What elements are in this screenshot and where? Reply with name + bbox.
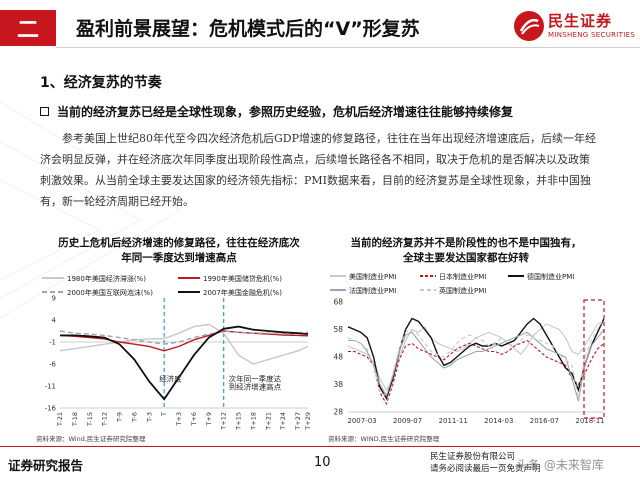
- paragraph-line: 参考美国上世纪80年代至今四次经济危机后GDP增速的修复路径，往往在当年出现经济…: [62, 132, 597, 145]
- y-tick-label: 68: [333, 298, 343, 307]
- background-pattern: [0, 101, 181, 319]
- key-point: 当前的经济复苏已经是全球性现象，参照历史经验，危机后经济增速往往能够持续修复: [40, 103, 513, 120]
- legend-label: 1980年美国经济滞涨(%): [67, 274, 146, 283]
- footer-divider: [0, 446, 640, 447]
- logo-text-cn: 民生证券: [548, 12, 613, 30]
- y-tick-label: -16: [45, 405, 57, 413]
- page-number: 10: [314, 455, 331, 470]
- series-line: [60, 325, 309, 401]
- right-chart-title-line2: 全球主要发达国家都在好转: [403, 252, 529, 264]
- series-line: [347, 320, 605, 392]
- y-tick-label: 58: [333, 325, 343, 334]
- series-line: [59, 330, 309, 352]
- y-tick-label: 48: [333, 353, 343, 362]
- right-chart-source: 资料来源：WIND,民生证券研究院整理: [328, 435, 440, 443]
- series-line: [348, 329, 605, 402]
- legend-label: 日本制造业PMI: [439, 272, 486, 281]
- right-chart: 美国制造业PMI 日本制造业PMI 德国制造业PMI 法国制造业PMI 英国制造业PMI…: [330, 272, 605, 425]
- page-title: 盈利前景展望：危机模式后的“V”形复苏: [76, 18, 420, 40]
- y-tick-label: 4: [52, 317, 57, 325]
- logo-mark-icon: [514, 11, 544, 41]
- y-tick-label: -11: [45, 383, 56, 391]
- logo-text-en: MINSHENG SECURITIES: [548, 31, 636, 39]
- series-line: [59, 323, 309, 365]
- legend-label: 2007年美国金融危机(%): [203, 288, 282, 297]
- chart-annotation: 经济底: [159, 374, 182, 384]
- left-chart-title-line1: 历史上危机后经济增速的修复路径，往往在经济底次: [58, 237, 300, 249]
- paragraph-line: 济会明显反弹，并在经济底次年同季度出现阶段性高点，后续增长路径各不相同，取决于危…: [40, 153, 590, 166]
- x-tick-label: T-18: [71, 412, 79, 427]
- series-line: [59, 330, 309, 345]
- x-tick-label: T+12: [220, 412, 228, 431]
- x-tick-label: T-6: [130, 412, 138, 423]
- left-chart: 1980年美国经济滞涨(%) 1990年美国储贷危机(%) 2000年美国互联网泡沫…: [42, 274, 312, 431]
- footer-company-name: 民生证券股份有限公司: [430, 452, 516, 462]
- legend-label: 美国制造业PMI: [349, 272, 396, 281]
- x-tick-label: T+24: [279, 412, 287, 431]
- x-tick-label: T: [160, 412, 168, 417]
- y-tick-label: -1: [49, 339, 56, 347]
- series-line: [347, 318, 605, 399]
- y-tick-label: -6: [49, 361, 57, 369]
- x-tick-label: 2011-11: [439, 417, 468, 425]
- y-tick-label: 28: [333, 408, 343, 417]
- left-chart-title: 历史上危机后经济增速的修复路径，往往在经济底次 年同一季度达到增速高点: [48, 236, 310, 266]
- x-tick-label: T+27: [294, 412, 302, 431]
- x-tick-label: T+21: [264, 412, 272, 431]
- chart-annotation: 次年同一季度达: [229, 374, 282, 384]
- company-logo: 民生证券 MINSHENG SECURITIES: [514, 9, 636, 43]
- legend-label: 德国制造业PMI: [527, 272, 574, 281]
- section-title: 1、经济复苏的节奏: [40, 75, 162, 91]
- x-tick-label: T+6: [190, 412, 198, 427]
- chart-annotation: 到经济增速高点: [229, 382, 282, 392]
- key-point-text: 当前的经济复苏已经是全球性现象，参照历史经验，危机后经济增速往往能够持续修复: [57, 105, 514, 119]
- footer-disclaimer: 请务必阅读最后一页免责声明: [430, 464, 541, 474]
- x-tick-label: T+29: [304, 412, 312, 431]
- highlight-box: [583, 299, 605, 419]
- x-tick-label: T+9: [205, 412, 213, 427]
- x-tick-label: 2009-07: [393, 417, 422, 425]
- right-chart-title: 当前的经济复苏并不是阶段性的也不是中国独有， 全球主要发达国家都在好转: [336, 236, 596, 266]
- footer-report-label: 证券研究报告: [8, 458, 84, 473]
- body-paragraph: 参考美国上世纪80年代至今四次经济危机后GDP增速的修复路径，往往在当年出现经济…: [40, 128, 616, 212]
- footer-company: 民生证券股份有限公司 请务必阅读最后一页免责声明: [430, 451, 541, 475]
- x-tick-label: T+3: [175, 412, 183, 427]
- x-tick-label: T-15: [86, 412, 94, 427]
- legend-label: 2000年美国互联网泡沫(%): [67, 288, 153, 297]
- series-line: [348, 339, 605, 406]
- x-tick-label: T-12: [101, 412, 109, 427]
- x-tick-label: 2016-07: [530, 417, 559, 425]
- x-tick-label: 2007-03: [347, 417, 376, 425]
- bullet-square-icon: [40, 107, 49, 116]
- series-line: [347, 317, 605, 400]
- y-tick-label: 38: [333, 380, 343, 389]
- header-divider: [56, 47, 640, 48]
- x-tick-label: T-9: [116, 412, 124, 423]
- y-tick-label: 9: [52, 295, 56, 303]
- legend-label: 法国制造业PMI: [349, 286, 396, 295]
- x-tick-label: T+15: [235, 412, 243, 431]
- legend-label: 英国制造业PMI: [439, 286, 486, 295]
- x-tick-label: T-3: [145, 412, 153, 423]
- section-number-badge: 二: [0, 10, 56, 46]
- left-chart-source: 资料来源：Wind,民生证券研究院整理: [36, 435, 146, 443]
- paragraph-line: 有，新一轮经济周期已经开始。: [40, 195, 194, 208]
- x-tick-label: T-21: [56, 412, 64, 427]
- legend-label: 1990年美国储贷危机(%): [203, 274, 282, 283]
- left-chart-title-line2: 年同一季度达到增速高点: [121, 252, 237, 264]
- x-tick-label: 2014-03: [484, 417, 513, 425]
- right-chart-title-line1: 当前的经济复苏并不是阶段性的也不是中国独有，: [350, 237, 582, 249]
- x-tick-label: T+18: [249, 412, 257, 431]
- x-tick-label: 2018-11: [575, 417, 604, 425]
- footer-watermark: 头条 @未来智库: [516, 458, 604, 472]
- paragraph-line: 刺激效果。从当前全球主要发达国家的经济领先指标：PMI数据来看，目前的经济复苏是…: [40, 174, 592, 187]
